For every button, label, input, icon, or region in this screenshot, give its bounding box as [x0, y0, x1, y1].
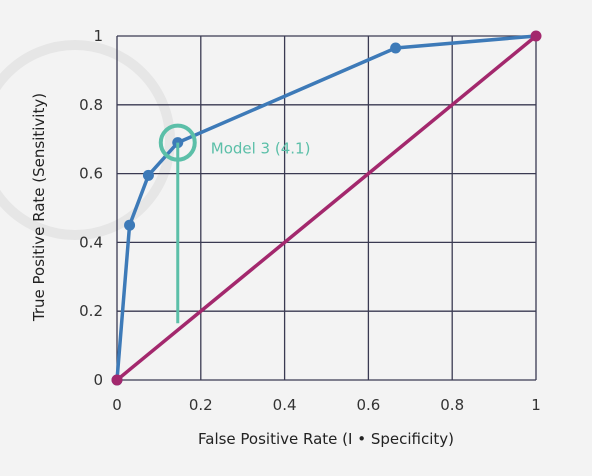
roc-point: [142, 169, 154, 181]
x-tick-label: 0.6: [356, 396, 380, 414]
annotation-highlight-ring: [158, 123, 197, 162]
y-tick-label: 1: [93, 27, 103, 45]
x-tick-label: 0.8: [440, 396, 464, 414]
endpoint-marker: [530, 30, 542, 42]
y-tick-label: 0.2: [79, 302, 103, 320]
roc-point: [124, 219, 136, 231]
y-tick-label: 0.6: [79, 165, 103, 183]
random-classifier-line: [115, 34, 538, 382]
tick-labels: 0 0.2 0.4 0.6 0.8 1 0 0.2 0.4 0.6 0.8 1: [79, 27, 541, 414]
roc-point: [390, 42, 402, 54]
y-tick-label: 0.4: [79, 233, 103, 251]
background-watermark: [0, 40, 175, 240]
x-tick-label: 0.4: [273, 396, 297, 414]
x-tick-label: 1: [531, 396, 541, 414]
y-axis-label: True Positive Rate (Sensitivity): [30, 93, 48, 322]
chart-grid: [116, 35, 537, 381]
endpoint-marker: [111, 374, 123, 386]
y-tick-label: 0.8: [79, 96, 103, 114]
annotation-label: Model 3 (4.1): [211, 140, 311, 158]
roc-curve-line: [115, 34, 538, 382]
x-tick-label: 0.2: [189, 396, 213, 414]
chart-series: [111, 30, 542, 386]
x-tick-label: 0: [112, 396, 122, 414]
watermark-ring: [0, 40, 175, 240]
x-axis-label: False Positive Rate (I • Specificity): [198, 430, 454, 448]
chart-annotations: Model 3 (4.1): [158, 123, 311, 324]
y-tick-label: 0: [93, 371, 103, 389]
